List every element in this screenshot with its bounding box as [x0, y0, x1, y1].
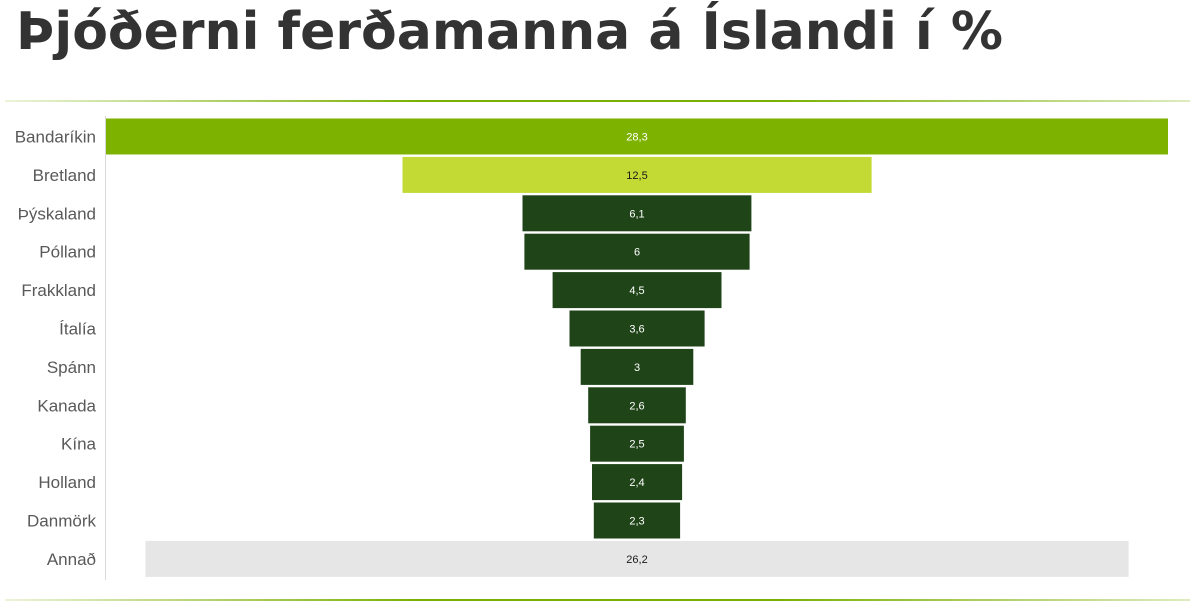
data-label: 4,5 [629, 285, 644, 297]
bar-group: 2,6 Kanada [37, 387, 686, 424]
bar [588, 387, 686, 424]
data-label: 6 [634, 247, 640, 259]
bar-group: 26,2 Annað [47, 540, 1129, 577]
data-label: 3 [634, 362, 640, 374]
category-label: Ítalía [59, 320, 96, 339]
data-label: 2,6 [629, 400, 644, 412]
bar-group: 3 Spánn [47, 348, 694, 385]
category-label: Frakkland [21, 281, 96, 300]
bar-group: 2,4 Holland [38, 464, 683, 501]
category-label: Þýskaland [18, 204, 96, 223]
bar [522, 195, 752, 232]
data-label: 3,6 [629, 324, 644, 336]
bar [569, 310, 705, 347]
bar-group: 6 Pólland [39, 233, 750, 270]
category-label: Holland [38, 473, 96, 492]
bar [592, 464, 683, 501]
category-label: Kanada [37, 396, 96, 415]
data-label: 2,3 [629, 516, 644, 528]
chart-title: Þjóðerni ferðamanna á Íslandi í % [16, 2, 1003, 62]
bar [524, 233, 750, 270]
bar [580, 348, 694, 385]
bar-group: 6,1 Þýskaland [18, 195, 752, 232]
bar-group: 3,6 Ítalía [59, 310, 705, 347]
bar-group: 12,5 Bretland [33, 156, 872, 193]
data-label: 28,3 [626, 132, 647, 144]
data-label: 12,5 [626, 170, 647, 182]
bar [590, 425, 684, 462]
category-label: Danmörk [27, 512, 96, 531]
bar-group: 28,3 Bandaríkin [15, 118, 1168, 155]
bar [593, 502, 681, 539]
category-label: Bandaríkin [15, 128, 96, 147]
data-label: 6,1 [629, 208, 644, 220]
top-divider [5, 100, 1190, 102]
category-label: Bretland [33, 166, 96, 185]
bar-group: 4,5 Frakkland [21, 272, 722, 309]
bottom-divider [5, 599, 1190, 601]
data-label: 2,4 [629, 477, 644, 489]
category-label: Pólland [39, 243, 96, 262]
category-label: Spánn [47, 358, 96, 377]
bar [106, 118, 1168, 155]
bar-group: 2,5 Kína [61, 425, 684, 462]
category-label: Annað [47, 550, 96, 569]
bar [552, 272, 722, 309]
bar [145, 540, 1129, 577]
bar [402, 156, 872, 193]
category-label: Kína [61, 435, 97, 454]
data-label: 2,5 [629, 439, 644, 451]
data-label: 26,2 [626, 554, 647, 566]
bar-group: 2,3 Danmörk [27, 502, 681, 539]
